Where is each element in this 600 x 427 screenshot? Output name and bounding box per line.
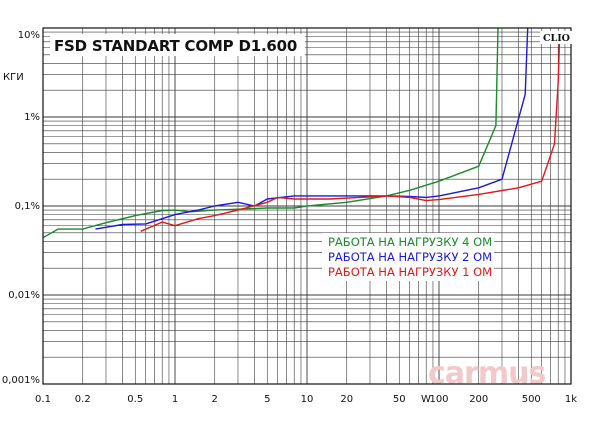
y-axis-label: КГИ — [3, 72, 24, 83]
legend-entry-1: РАБОТА НА НАГРУЗКУ 4 ОМ — [328, 235, 492, 249]
y-tick-label: 0,001% — [2, 375, 40, 386]
y-tick-label: 1% — [24, 112, 40, 123]
x-tick-label: 200 — [469, 394, 488, 405]
chart-title: FSD STANDART COMP D1.600 — [54, 37, 297, 55]
x-tick-label: 0.5 — [127, 394, 143, 405]
x-tick-label: 20 — [340, 394, 353, 405]
watermark-group: carmus — [428, 356, 546, 391]
plot-border — [42, 27, 572, 385]
y-tick-label: 10% — [18, 30, 40, 41]
legend-entry-2: РАБОТА НА НАГРУЗКУ 2 ОМ — [328, 250, 492, 264]
x-tick-label: 5 — [264, 394, 270, 405]
series-line-3 — [140, 36, 561, 232]
x-tick-label: 0.1 — [35, 394, 51, 405]
x-tick-labels: 0.1 0.2 0.5 1 2 5 10 20 50 100 200 500 1k — [35, 394, 577, 405]
x-tick-label: 1 — [172, 394, 178, 405]
x-tick-label: 0.2 — [75, 394, 91, 405]
x-tick-label: 100 — [429, 394, 448, 405]
series-line-1 — [42, 27, 499, 239]
clio-background — [540, 31, 572, 44]
x-unit-label: W — [421, 394, 431, 405]
legend-entry-3: РАБОТА НА НАГРУЗКУ 1 ОМ — [328, 265, 492, 279]
x-tick-label: 50 — [393, 394, 406, 405]
series-line-2 — [95, 27, 529, 230]
plot-frame — [42, 27, 572, 385]
y-tick-labels: 0,001% 0,01% 0,1% 1% 10% — [2, 30, 40, 386]
x-tick-label: 10 — [301, 394, 314, 405]
x-tick-label: 500 — [522, 394, 541, 405]
y-tick-label: 0,1% — [15, 201, 40, 212]
watermark-carmus: carmus — [428, 356, 545, 391]
legend-background — [322, 233, 494, 281]
series-lines — [42, 27, 561, 239]
y-tick-label: 0,01% — [8, 290, 40, 301]
x-tick-label: 1k — [565, 394, 577, 405]
x-tick-label: 2 — [212, 394, 218, 405]
clio-brand-label: CLIO — [543, 33, 570, 44]
title-background — [50, 34, 305, 56]
